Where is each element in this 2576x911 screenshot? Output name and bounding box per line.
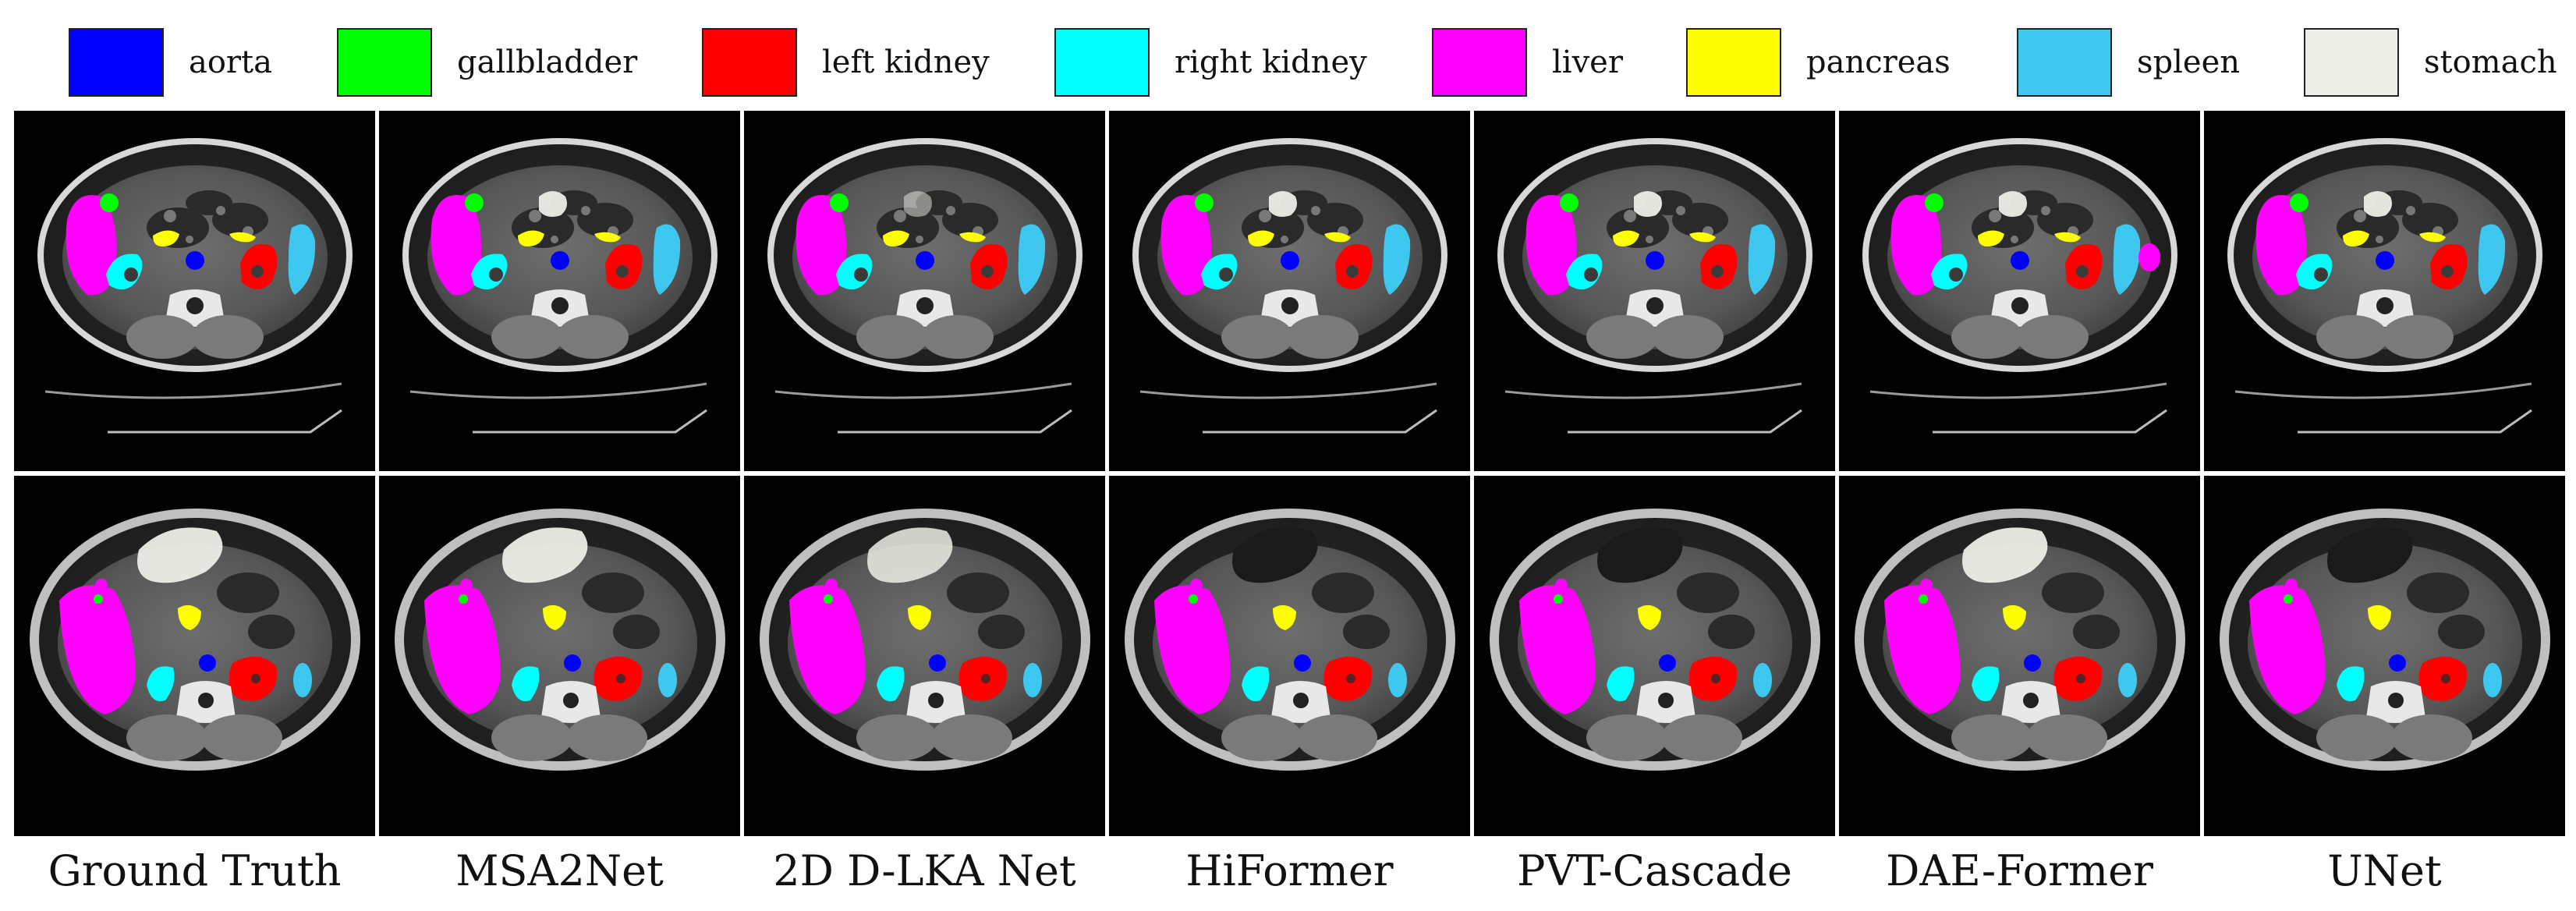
ct-slice-upper-dae-former	[1839, 111, 2200, 471]
legend-swatch-spleen	[2017, 28, 2112, 97]
legend-label-spleen: spleen	[2137, 44, 2241, 80]
legend-swatch-aorta	[69, 28, 164, 97]
column-label-2d-dlka-net: 2D D-LKA Net	[773, 846, 1076, 895]
legend-item-stomach: stomach	[2304, 27, 2557, 98]
column-label-hiformer: HiFormer	[1185, 846, 1394, 895]
ct-slice-lower-ground-truth	[14, 476, 375, 836]
ct-slice-lower-hiformer	[1109, 476, 1470, 836]
legend-item-liver: liver	[1432, 27, 1623, 98]
legend-swatch-liver	[1432, 28, 1527, 97]
segmentation-grid	[14, 111, 2565, 836]
ct-slice-upper-2d-d-lka-net	[744, 111, 1105, 471]
column-label-dae-former: DAE-Former	[1886, 846, 2153, 895]
legend-label-pancreas: pancreas	[1806, 44, 1951, 80]
organ-legend: aorta gallbladder left kidney right kidn…	[0, 0, 2576, 109]
legend-swatch-gallbladder	[337, 28, 432, 97]
column-label-msa2net: MSA2Net	[455, 846, 664, 895]
legend-swatch-right-kidney	[1054, 28, 1150, 97]
legend-label-aorta: aorta	[189, 44, 272, 80]
legend-swatch-pancreas	[1686, 28, 1781, 97]
legend-swatch-stomach	[2304, 28, 2399, 97]
ct-slice-upper-pvt-cascade	[1474, 111, 1835, 471]
ct-slice-lower-2d-d-lka-net	[744, 476, 1105, 836]
ct-slice-lower-unet	[2204, 476, 2565, 836]
legend-label-right-kidney: right kidney	[1175, 44, 1367, 80]
ct-slice-lower-pvt-cascade	[1474, 476, 1835, 836]
ct-slice-upper-hiformer	[1109, 111, 1470, 471]
legend-item-aorta: aorta	[69, 27, 272, 98]
legend-label-left-kidney: left kidney	[822, 44, 990, 80]
ct-slice-lower-msa2net	[379, 476, 740, 836]
legend-label-gallbladder: gallbladder	[457, 44, 638, 80]
ct-slice-upper-ground-truth	[14, 111, 375, 471]
column-label-ground-truth: Ground Truth	[48, 846, 342, 895]
ct-slice-upper-msa2net	[379, 111, 740, 471]
ct-slice-lower-dae-former	[1839, 476, 2200, 836]
legend-item-pancreas: pancreas	[1686, 27, 1951, 98]
column-label-unet: UNet	[2327, 846, 2442, 895]
ct-slice-upper-unet	[2204, 111, 2565, 471]
legend-item-spleen: spleen	[2017, 27, 2240, 98]
legend-swatch-left-kidney	[702, 28, 797, 97]
legend-item-right-kidney: right kidney	[1054, 27, 1367, 98]
legend-label-stomach: stomach	[2424, 44, 2557, 80]
legend-item-left-kidney: left kidney	[702, 27, 990, 98]
column-label-pvt-cascade: PVT-Cascade	[1517, 846, 1792, 895]
legend-label-liver: liver	[1552, 44, 1623, 80]
legend-item-gallbladder: gallbladder	[337, 27, 637, 98]
